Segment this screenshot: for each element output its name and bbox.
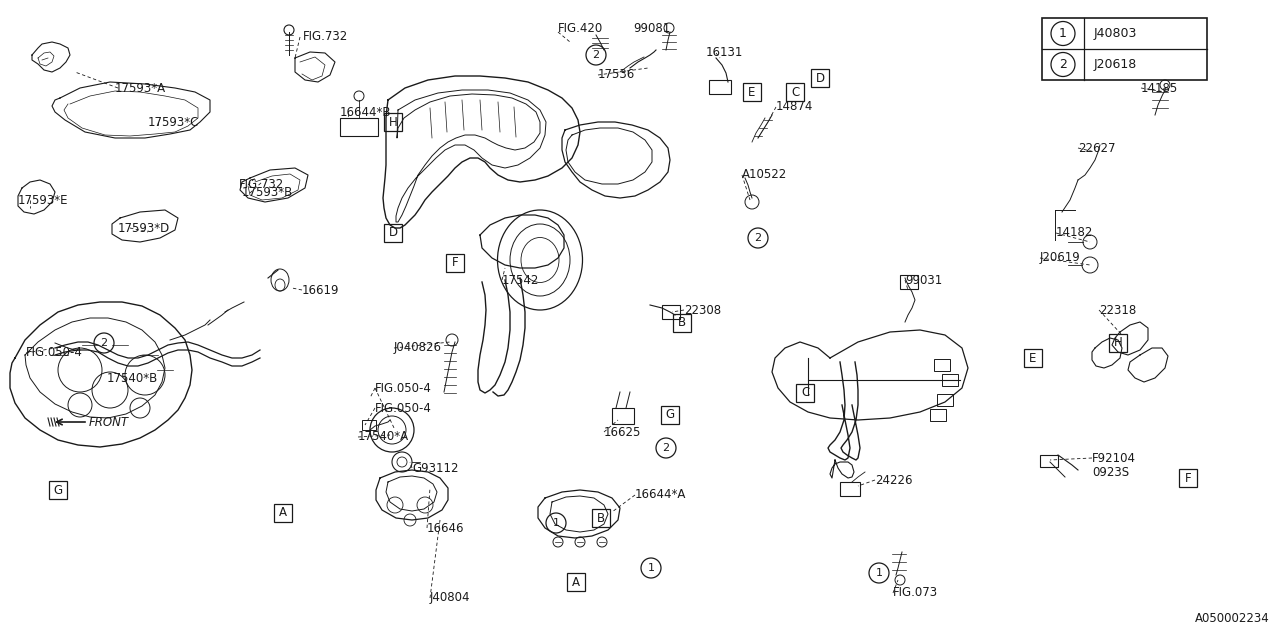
Text: FIG.050-4: FIG.050-4 [375, 381, 431, 394]
Text: 14185: 14185 [1140, 81, 1179, 95]
Text: 16625: 16625 [604, 426, 641, 438]
Text: FIG.050-4: FIG.050-4 [26, 346, 83, 360]
Bar [591, 509, 611, 527]
Text: G: G [666, 408, 675, 422]
Bar [1024, 349, 1042, 367]
Bar [1039, 455, 1059, 467]
Bar [796, 384, 814, 402]
Text: G93112: G93112 [412, 461, 458, 474]
Text: FRONT: FRONT [90, 417, 129, 429]
Text: FIG.050-4: FIG.050-4 [375, 401, 431, 415]
Text: J40803: J40803 [1094, 27, 1138, 40]
Text: 2: 2 [100, 338, 108, 348]
Bar [274, 504, 292, 522]
Text: 17536: 17536 [598, 68, 635, 81]
Text: FIG.732: FIG.732 [239, 179, 284, 191]
Text: A: A [572, 575, 580, 589]
Text: 17540*B: 17540*B [108, 371, 159, 385]
Text: F: F [1185, 472, 1192, 484]
Text: C: C [791, 86, 799, 99]
Bar [567, 573, 585, 591]
Bar [362, 420, 376, 430]
Bar [660, 406, 678, 424]
Text: 2: 2 [754, 233, 762, 243]
Text: E: E [1029, 351, 1037, 365]
Text: 1: 1 [876, 568, 882, 578]
Text: 2: 2 [593, 50, 599, 60]
Text: E: E [749, 86, 755, 99]
Bar [934, 359, 950, 371]
Bar [709, 80, 731, 94]
Text: 17593*E: 17593*E [18, 193, 69, 207]
Text: 17593*C: 17593*C [148, 115, 200, 129]
Text: 1: 1 [553, 518, 559, 528]
Text: B: B [678, 317, 686, 330]
Text: A: A [279, 506, 287, 520]
Bar [931, 409, 946, 421]
Text: 1: 1 [648, 563, 654, 573]
Text: 0923S: 0923S [1092, 467, 1129, 479]
Text: 22627: 22627 [1078, 141, 1115, 154]
Bar [1179, 469, 1197, 487]
Bar [662, 305, 680, 319]
Text: J40804: J40804 [430, 591, 471, 605]
Text: H: H [389, 115, 397, 129]
Bar [49, 481, 67, 499]
Text: A10522: A10522 [742, 168, 787, 182]
Bar [384, 224, 402, 242]
Text: 16619: 16619 [302, 284, 339, 296]
Text: 16646: 16646 [428, 522, 465, 534]
Text: 24226: 24226 [876, 474, 913, 486]
Text: 22308: 22308 [684, 303, 721, 317]
Bar [742, 83, 762, 101]
Text: J040826: J040826 [394, 342, 442, 355]
Text: C: C [801, 387, 809, 399]
Bar [384, 113, 402, 131]
Text: J20618: J20618 [1094, 58, 1137, 71]
Text: 16644*A: 16644*A [635, 488, 686, 502]
Text: 99081: 99081 [634, 22, 671, 35]
Text: J20619: J20619 [1039, 252, 1080, 264]
Bar [812, 69, 829, 87]
Bar [340, 118, 378, 136]
Text: 1: 1 [1059, 27, 1068, 40]
Text: A050002234: A050002234 [1196, 612, 1270, 625]
Text: 17593*B: 17593*B [242, 186, 293, 200]
Bar [786, 83, 804, 101]
Text: F92104: F92104 [1092, 451, 1137, 465]
Text: 17593*A: 17593*A [115, 81, 166, 95]
Text: 99031: 99031 [905, 273, 942, 287]
Text: D: D [815, 72, 824, 84]
Bar [840, 482, 860, 496]
Bar [673, 314, 691, 332]
Text: G: G [54, 483, 63, 497]
Text: H: H [1114, 337, 1123, 349]
Text: 17540*A: 17540*A [358, 431, 410, 444]
Text: FIG.420: FIG.420 [558, 22, 603, 35]
Text: B: B [596, 511, 605, 525]
Text: 2: 2 [663, 443, 669, 453]
Text: 17542: 17542 [502, 273, 539, 287]
Bar [445, 254, 465, 272]
Text: D: D [388, 227, 398, 239]
Text: 14874: 14874 [776, 100, 813, 113]
Bar [1042, 18, 1207, 80]
Bar [612, 408, 634, 424]
Bar [900, 275, 918, 289]
Bar [942, 374, 957, 386]
Text: 22318: 22318 [1100, 303, 1137, 317]
Text: FIG.073: FIG.073 [893, 586, 938, 600]
Bar [1108, 334, 1126, 352]
Text: 16644*B: 16644*B [340, 106, 392, 120]
Text: 16131: 16131 [707, 47, 744, 60]
Text: FIG.732: FIG.732 [303, 31, 348, 44]
Text: 17593*D: 17593*D [118, 221, 170, 234]
Text: 2: 2 [1059, 58, 1068, 71]
Bar [937, 394, 954, 406]
Text: 14182: 14182 [1056, 227, 1093, 239]
Text: F: F [452, 257, 458, 269]
